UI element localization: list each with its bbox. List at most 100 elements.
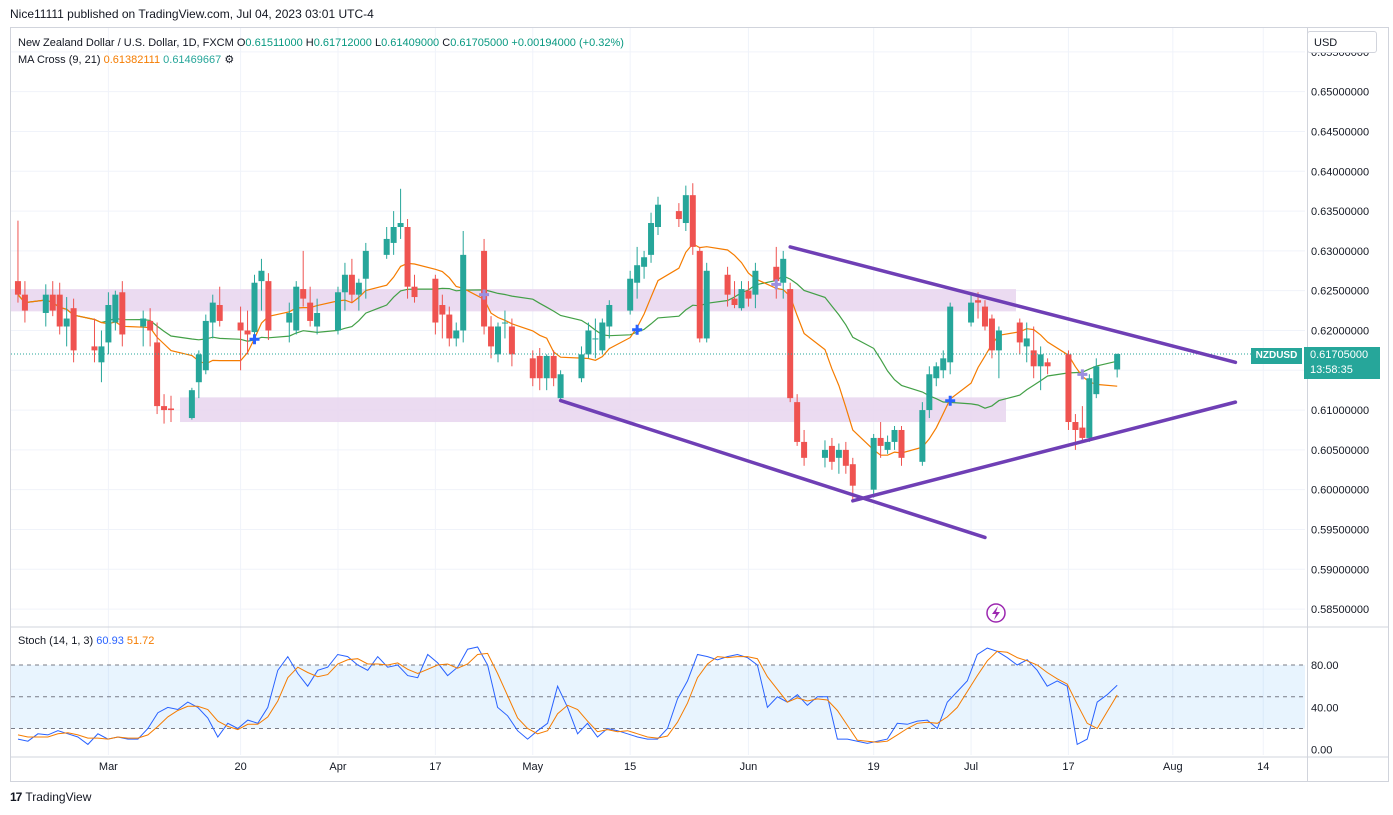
candle xyxy=(244,310,251,355)
candle-body xyxy=(397,223,404,227)
candle-body xyxy=(432,278,439,323)
candle xyxy=(237,306,244,371)
footer[interactable]: 17 TradingView xyxy=(10,790,91,804)
candle-body xyxy=(161,406,168,411)
stoch-tick-label: 0.00 xyxy=(1311,745,1332,757)
candle xyxy=(411,274,418,303)
candle xyxy=(119,281,126,347)
tradingview-logo-icon: 17 xyxy=(10,790,22,804)
open-value: 0.61511000 xyxy=(245,37,303,49)
support-resistance-zones xyxy=(11,289,1016,423)
time-tick-label: 14 xyxy=(1257,761,1269,773)
candle-body xyxy=(481,250,488,327)
brand-name: TradingView xyxy=(25,790,92,804)
candle xyxy=(300,250,307,307)
candle xyxy=(21,281,28,323)
candle-body xyxy=(70,308,77,351)
candle xyxy=(752,262,759,309)
ma9-value: 0.61382111 xyxy=(103,54,161,66)
symbol-title[interactable]: New Zealand Dollar / U.S. Dollar, 1D, FX… xyxy=(18,37,234,49)
candle-body xyxy=(675,211,682,220)
time-tick-label: Jul xyxy=(964,761,978,773)
stoch-band xyxy=(11,665,1305,729)
candle-body xyxy=(1079,427,1086,438)
candle xyxy=(63,297,70,347)
candle xyxy=(258,258,265,311)
candle-body xyxy=(1072,422,1079,430)
stoch-d-value: 51.72 xyxy=(126,635,155,647)
candle-body xyxy=(919,410,926,462)
candle xyxy=(981,300,988,331)
candle xyxy=(1016,318,1023,355)
price-tick-label: 0.59500000 xyxy=(1311,524,1369,536)
candle-body xyxy=(14,281,21,295)
candle-body xyxy=(641,257,648,267)
candle xyxy=(56,282,63,335)
candle-body xyxy=(383,238,390,255)
time-tick-label: Apr xyxy=(329,761,346,773)
candle xyxy=(293,281,300,335)
candle-body xyxy=(975,300,982,303)
candle-body xyxy=(112,294,119,323)
ma-cross-label[interactable]: MA Cross (9, 21) xyxy=(18,54,101,66)
low-value: 0.61409000 xyxy=(381,37,440,49)
candle xyxy=(348,258,355,303)
stoch-tick-label: 40.00 xyxy=(1311,702,1339,714)
time-tick-label: May xyxy=(522,761,543,773)
candle xyxy=(390,211,397,255)
candle xyxy=(439,294,446,339)
time-tick-label: 15 xyxy=(624,761,636,773)
open-label: O xyxy=(236,37,246,49)
lightning-icon[interactable] xyxy=(986,603,1006,623)
candle xyxy=(195,350,202,399)
time-axis-ticks: Mar 20 Apr 17 May 15 Jun 19 Jul 17 Aug 14 xyxy=(99,761,1269,773)
candle-body xyxy=(787,289,794,399)
price-tick-label: 0.64000000 xyxy=(1311,166,1369,178)
candlestick-series xyxy=(11,183,1305,502)
change-value: +0.00194000 (+0.32%) xyxy=(511,37,624,49)
candle-body xyxy=(842,449,849,466)
settings-icon[interactable]: ⚙ xyxy=(224,54,235,66)
candle-body xyxy=(1030,350,1037,367)
time-tick-label: 17 xyxy=(429,761,441,773)
candle xyxy=(578,346,585,383)
candle xyxy=(494,322,501,363)
candle-body xyxy=(439,305,446,315)
candle xyxy=(794,394,801,446)
candle xyxy=(42,284,49,327)
candle-body xyxy=(1023,338,1030,347)
time-tick-label: 17 xyxy=(1062,761,1074,773)
candle-body xyxy=(460,254,467,331)
candle xyxy=(508,318,515,367)
candle-body xyxy=(42,294,49,313)
candle xyxy=(334,286,341,335)
candle-body xyxy=(995,330,1002,351)
candle xyxy=(1114,353,1121,378)
candle-body xyxy=(237,322,244,331)
candle xyxy=(773,246,780,299)
candle xyxy=(821,440,828,468)
close-value: 0.61705000 xyxy=(450,37,509,49)
price-tick-label: 0.60000000 xyxy=(1311,485,1369,497)
candle xyxy=(481,238,488,335)
candle-body xyxy=(209,302,216,323)
price-axis-panel[interactable] xyxy=(1306,27,1389,782)
candle-body xyxy=(870,437,877,490)
candle-body xyxy=(543,355,550,379)
candle xyxy=(634,246,641,299)
candle-body xyxy=(488,326,495,347)
candle-body xyxy=(244,330,251,335)
candle-body xyxy=(689,195,696,247)
candle xyxy=(1023,322,1030,363)
high-value: 0.61712000 xyxy=(313,37,372,49)
candle-body xyxy=(585,330,592,355)
ma21-value: 0.61469667 xyxy=(163,54,222,66)
candle-body xyxy=(56,294,63,327)
candle xyxy=(641,250,648,279)
legend-row-ma: MA Cross (9, 21) 0.61382111 0.61469667 ⚙ xyxy=(18,52,624,69)
currency-selector[interactable]: USD xyxy=(1307,31,1377,53)
candle-body xyxy=(780,258,787,283)
candle-body xyxy=(154,342,161,407)
stoch-label[interactable]: Stoch (14, 1, 3) xyxy=(18,635,94,647)
